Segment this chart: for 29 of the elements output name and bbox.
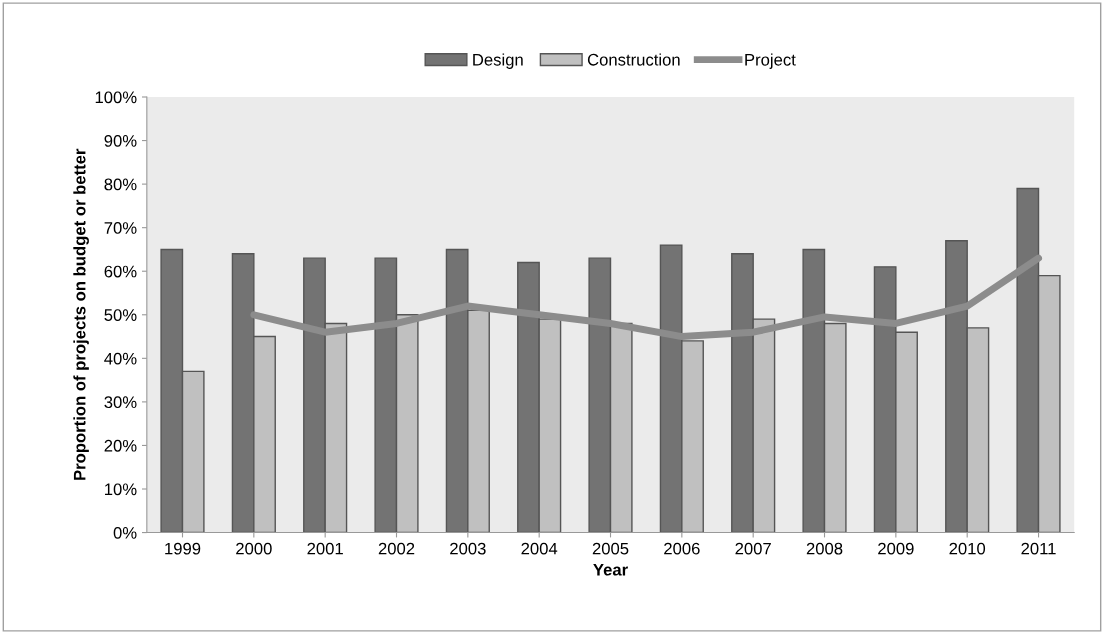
x-axis-title: Year [593,563,628,576]
x-tick-label: 2000 [236,542,272,555]
y-tick-label: 30% [104,396,137,409]
y-tick-label: 20% [104,439,137,452]
legend-label: Construction [587,53,680,66]
x-tick-label: 2011 [1021,542,1056,555]
y-tick-label: 0% [113,526,137,539]
x-tick-label: 2010 [949,542,986,555]
y-tick-label: 80% [104,178,137,191]
y-tick-label: 90% [104,134,137,147]
x-tick-label: 2006 [664,542,700,555]
y-tick-label: 50% [104,309,137,321]
x-tick-label: 2008 [806,542,843,555]
x-tick-label: 2004 [521,542,558,555]
x-tick-label: 2003 [450,542,486,555]
x-tick-label: 2001 [307,542,343,555]
y-tick-label: 40% [104,352,137,365]
x-tick-label: 2009 [878,542,914,555]
legend-label: Design [473,53,523,69]
y-tick-label: 100% [95,91,137,104]
x-tick-label: 2005 [592,542,629,555]
y-axis-title: Proportion of projects on budget or better [73,148,89,480]
x-tick-label: 1999 [165,542,201,555]
x-tick-label: 2002 [378,542,415,555]
y-tick-label: 10% [105,483,137,496]
y-tick-label: 70% [104,222,137,234]
legend-label: Project [745,53,796,69]
x-tick-label: 2007 [735,542,771,555]
y-tick-label: 60% [104,265,137,278]
